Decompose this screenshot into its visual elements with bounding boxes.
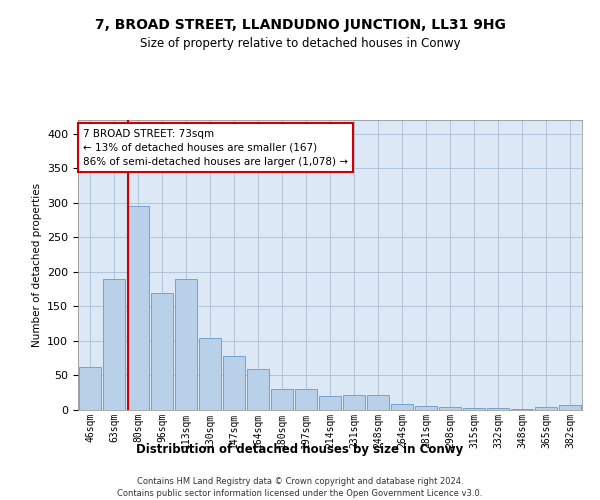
Bar: [319, 396, 341, 410]
Text: Distribution of detached houses by size in Conwy: Distribution of detached houses by size …: [136, 442, 464, 456]
Bar: [199, 338, 221, 410]
Bar: [223, 356, 245, 410]
Text: 7 BROAD STREET: 73sqm
← 13% of detached houses are smaller (167)
86% of semi-det: 7 BROAD STREET: 73sqm ← 13% of detached …: [83, 128, 348, 166]
Bar: [247, 368, 269, 410]
Bar: [343, 395, 365, 410]
Bar: [79, 366, 101, 410]
Y-axis label: Number of detached properties: Number of detached properties: [32, 183, 41, 347]
Bar: [559, 405, 581, 410]
Bar: [175, 279, 197, 410]
Bar: [439, 407, 461, 410]
Bar: [151, 292, 173, 410]
Bar: [415, 406, 437, 410]
Text: 7, BROAD STREET, LLANDUDNO JUNCTION, LL31 9HG: 7, BROAD STREET, LLANDUDNO JUNCTION, LL3…: [95, 18, 505, 32]
Text: Size of property relative to detached houses in Conwy: Size of property relative to detached ho…: [140, 38, 460, 51]
Text: Contains HM Land Registry data © Crown copyright and database right 2024.: Contains HM Land Registry data © Crown c…: [137, 478, 463, 486]
Bar: [367, 395, 389, 410]
Bar: [271, 390, 293, 410]
Text: Contains public sector information licensed under the Open Government Licence v3: Contains public sector information licen…: [118, 489, 482, 498]
Bar: [103, 279, 125, 410]
Bar: [535, 407, 557, 410]
Bar: [295, 390, 317, 410]
Bar: [463, 408, 485, 410]
Bar: [487, 408, 509, 410]
Bar: [127, 206, 149, 410]
Bar: [391, 404, 413, 410]
